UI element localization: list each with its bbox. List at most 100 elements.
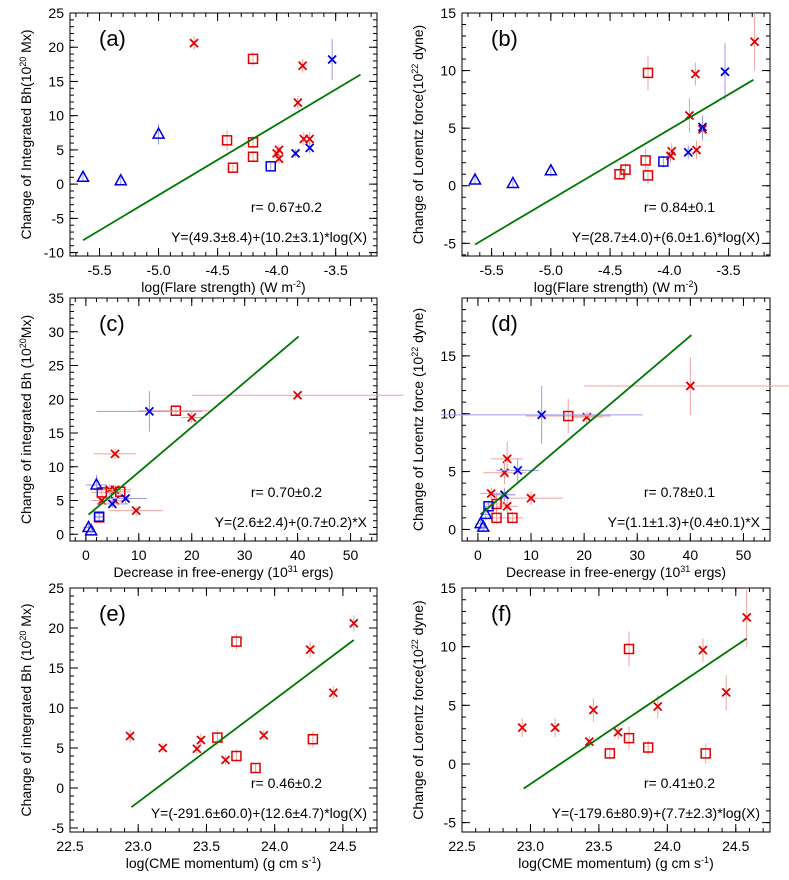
chart-panel: 22.5 23.0 23.5 24.0 24.5 -5 0 5 10 15 log(CME mome… [410,580,771,871]
y-tick-label: 25 [48,358,64,374]
y-tick-label: 0 [56,526,64,542]
x-tick-label: -5.5 [480,262,504,278]
x-tick-label: -5.0 [539,262,563,278]
x-marker-point [187,412,197,423]
label-part: 22 [410,64,420,74]
x-marker-point [110,449,120,459]
x-tick-label: 23.0 [517,838,544,854]
chart-panel: 0 10 20 30 40 50 0 5 10 15 Decrease in free-energy… [410,297,789,580]
y-tick-label: 20 [48,391,64,407]
panel-label: (b) [491,26,518,51]
x-tick-label: 23.5 [193,838,220,854]
correlation-text: r= 0.70±0.2 [251,484,322,500]
x-marker-point [691,145,702,155]
correlation-text: r= 0.78±0.1 [644,484,715,500]
x-marker-point [125,731,135,741]
label-part: Decrease in free-energy (10 [113,564,288,580]
x-marker-point [97,495,107,506]
label-part: ergs) [298,564,334,580]
y-tick-label: -5 [52,210,65,226]
panel-label: (d) [491,311,518,336]
x-tick-label: 22.5 [448,838,475,854]
x-marker-point [120,493,131,504]
correlation-text: r= 0.46±0.2 [251,775,322,791]
y-tick-label: 5 [56,142,64,158]
x-axis-label: log(CME momentum) (g cm s-1) [518,855,714,871]
panel-label: (f) [491,601,512,626]
x-marker-point [274,154,284,164]
square-marker-point [623,732,635,744]
y-tick-label: 5 [56,493,64,509]
y-tick-label: 0 [448,756,456,772]
x-marker-point [685,381,695,391]
y-axis-label: Change of integrated Bh (1020 Mx) [18,603,34,816]
y-tick-label: 35 [48,290,64,306]
label-part: Change of integrated Bh (10 [18,348,34,524]
square-marker-point [642,742,654,753]
x-tick-label: 20 [184,547,200,563]
label-part: Change of Lorentz force(10 [410,74,426,245]
x-marker-point [192,744,202,754]
fit-equation-text: Y=(-291.6±60.0)+(12.6±4.7)*log(X) [151,805,367,821]
label-part: -2 [293,279,301,289]
x-tick-label: 10 [131,547,147,563]
chart-panel: 22.5 23.0 23.5 24.0 24.5 -5 0 5 10 15 20 25 log(CME … [18,580,378,871]
x-tick-label: -3.5 [716,262,740,278]
y-tick-label: 10 [48,108,64,124]
y-tick-label: 20 [48,39,64,55]
label-part: -2 [686,279,694,289]
square-marker-point [562,410,574,422]
x-axis-label: log(Flare strength) (W m-2) [141,279,305,295]
y-axis-label: Change of Integrated Bh(1020 Mx) [18,29,34,239]
y-tick-label: 0 [448,178,456,194]
x-tick-label: 40 [290,547,306,563]
correlation-text: r= 0.84±0.1 [644,199,715,215]
panel-label: (c) [99,311,125,336]
label-part: Change of Integrated Bh(10 [18,67,34,240]
x-marker-point [158,743,168,753]
label-part: 31 [680,564,690,574]
y-tick-label: 15 [48,73,64,89]
x-tick-label: -3.5 [324,262,348,278]
x-marker-point [131,505,141,516]
x-tick-label: 30 [629,547,645,563]
label-part: Mx) [18,603,34,630]
plot-frame [461,12,771,257]
x-marker-point [189,38,199,48]
square-marker-point [307,733,319,745]
label-part: dyne) [410,308,426,347]
label-part: ergs) [690,564,726,580]
x-tick-label: 20 [576,547,592,563]
label-part: Change of integrated Bh (10 [18,640,34,816]
x-axis-label: log(CME momentum) (g cm s-1) [126,855,322,871]
x-axis-label: Decrease in free-energy (1031 ergs) [113,564,333,580]
x-marker-point [259,730,269,740]
x-tick-label: 10 [523,547,539,563]
x-marker-point [517,722,527,733]
label-part: -1 [701,855,709,865]
fit-equation-text: Y=(-179.6±80.9)+(7.7±2.3)*log(X) [552,805,760,821]
x-tick-label: 0 [82,547,90,563]
label-part: 22 [410,639,420,649]
label-part: 20 [18,57,28,67]
y-tick-label: 10 [440,63,456,79]
triangle-marker-point [476,519,491,532]
x-marker-point [697,122,708,132]
fit-line [523,637,748,790]
panel-label: (a) [99,26,126,51]
x-tick-label: -5.5 [87,262,111,278]
fit-equation-text: Y=(2.6±2.4)+(0.7±0.2)*X [215,514,368,530]
label-part: 31 [288,564,298,574]
x-marker-point [721,687,731,698]
x-marker-point [720,67,730,77]
x-tick-label: -5.0 [146,262,170,278]
y-tick-label: 15 [440,5,456,21]
square-marker-point [604,748,616,759]
label-part: 22 [410,347,420,357]
fit-equation-text: Y=(1.1±1.3)+(0.4±0.1)*X [608,514,761,530]
x-tick-label: 0 [474,547,482,563]
x-tick-label: 40 [683,547,699,563]
x-axis-label: Decrease in free-energy (1031 ergs) [506,564,726,580]
x-marker-point [328,688,338,698]
y-tick-label: 0 [56,780,64,796]
